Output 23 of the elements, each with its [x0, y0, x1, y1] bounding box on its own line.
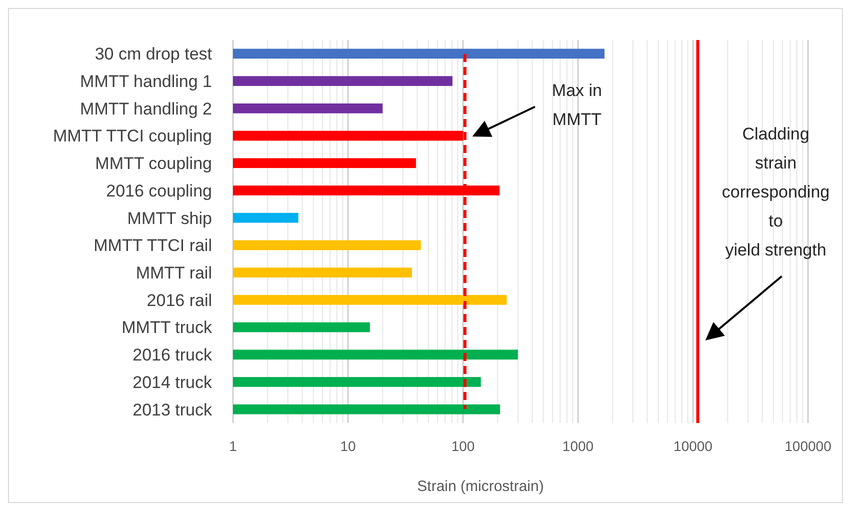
x-tick-label: 100000 [784, 438, 832, 454]
y-tick-label: MMTT ship [127, 208, 212, 228]
y-tick-label: 2016 coupling [106, 181, 212, 200]
y-tick-label: MMTT coupling [95, 154, 212, 174]
x-tick-label: 1000 [562, 438, 594, 454]
y-tick-label: MMTT truck [122, 318, 212, 338]
y-tick-label: 2014 truck [132, 372, 212, 392]
annotation: Max in MMTT [552, 80, 602, 129]
x-tick-label: 1 [229, 438, 238, 454]
x-tick-label: 10000 [674, 438, 713, 454]
y-tick-label: 30 cm drop test [94, 44, 212, 64]
y-tick-label: MMTT handling 1 [80, 72, 212, 91]
x-tick-label: 100 [451, 438, 475, 454]
x-tick-label: 10 [340, 438, 356, 454]
annotation: Cladding strain corresponding to yield strength [722, 124, 830, 260]
y-tick-label: 2013 truck [132, 400, 212, 420]
y-tick-label: MMTT TTCI rail [94, 236, 212, 256]
x-axis-title: Strain (microstrain) [417, 478, 544, 495]
y-tick-label: 2016 truck [132, 346, 212, 365]
y-tick-label: MMTT TTCI coupling [52, 126, 212, 146]
y-tick-label: MMTT handling 2 [80, 99, 212, 118]
y-tick-label: MMTT rail [136, 263, 212, 282]
y-tick-label: 2016 rail [146, 290, 212, 310]
